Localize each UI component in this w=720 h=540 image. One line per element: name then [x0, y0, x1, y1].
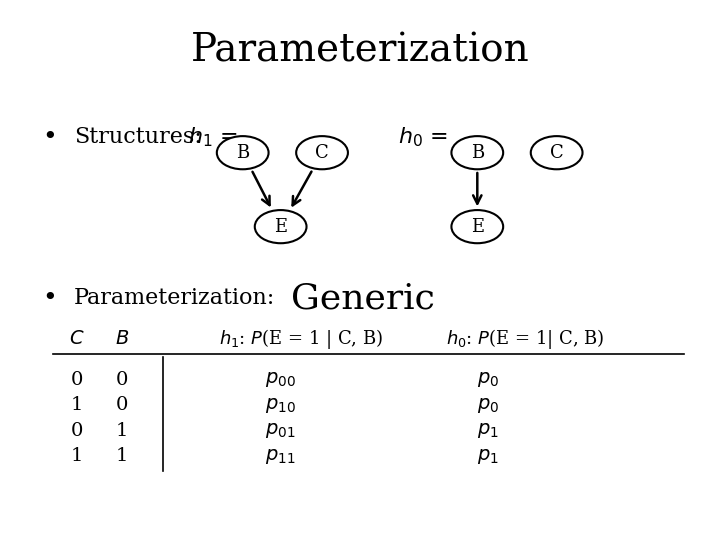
Text: Structures:: Structures:	[73, 126, 202, 149]
Text: •: •	[42, 126, 58, 149]
Text: B: B	[236, 144, 249, 161]
Text: $p_1$: $p_1$	[477, 447, 498, 465]
Text: 0: 0	[71, 422, 84, 440]
Text: E: E	[274, 218, 287, 235]
Ellipse shape	[296, 136, 348, 169]
Text: Generic: Generic	[291, 281, 435, 315]
Text: 1: 1	[71, 447, 84, 465]
Text: $p_0$: $p_0$	[477, 396, 499, 415]
Text: $p_{10}$: $p_{10}$	[265, 396, 296, 415]
Text: $p_{01}$: $p_{01}$	[266, 421, 296, 440]
Ellipse shape	[451, 136, 503, 169]
Text: $C$: $C$	[69, 330, 85, 348]
Text: $p_1$: $p_1$	[477, 421, 498, 440]
Ellipse shape	[217, 136, 269, 169]
Text: Parameterization: Parameterization	[191, 32, 529, 69]
Text: •: •	[42, 287, 58, 309]
Text: $h_0$ =: $h_0$ =	[398, 126, 448, 149]
Ellipse shape	[255, 210, 307, 243]
Ellipse shape	[451, 210, 503, 243]
Text: 1: 1	[116, 422, 128, 440]
Text: 0: 0	[116, 370, 128, 389]
Ellipse shape	[531, 136, 582, 169]
Text: C: C	[550, 144, 564, 161]
Text: 1: 1	[71, 396, 84, 414]
Text: $p_{00}$: $p_{00}$	[265, 370, 296, 389]
Text: 0: 0	[116, 396, 128, 414]
Text: $h_1$: $P$(E = 1 | C, B): $h_1$: $P$(E = 1 | C, B)	[219, 327, 383, 351]
Text: Parameterization:: Parameterization:	[73, 287, 275, 309]
Text: B: B	[471, 144, 484, 161]
Text: E: E	[471, 218, 484, 235]
Text: 1: 1	[116, 447, 128, 465]
Text: $h_1$ =: $h_1$ =	[187, 126, 238, 149]
Text: 0: 0	[71, 370, 84, 389]
Text: $B$: $B$	[115, 330, 129, 348]
Text: $p_0$: $p_0$	[477, 370, 499, 389]
Text: C: C	[315, 144, 329, 161]
Text: $p_{11}$: $p_{11}$	[266, 447, 296, 465]
Text: $h_0$: $P$(E = 1| C, B): $h_0$: $P$(E = 1| C, B)	[446, 327, 605, 351]
